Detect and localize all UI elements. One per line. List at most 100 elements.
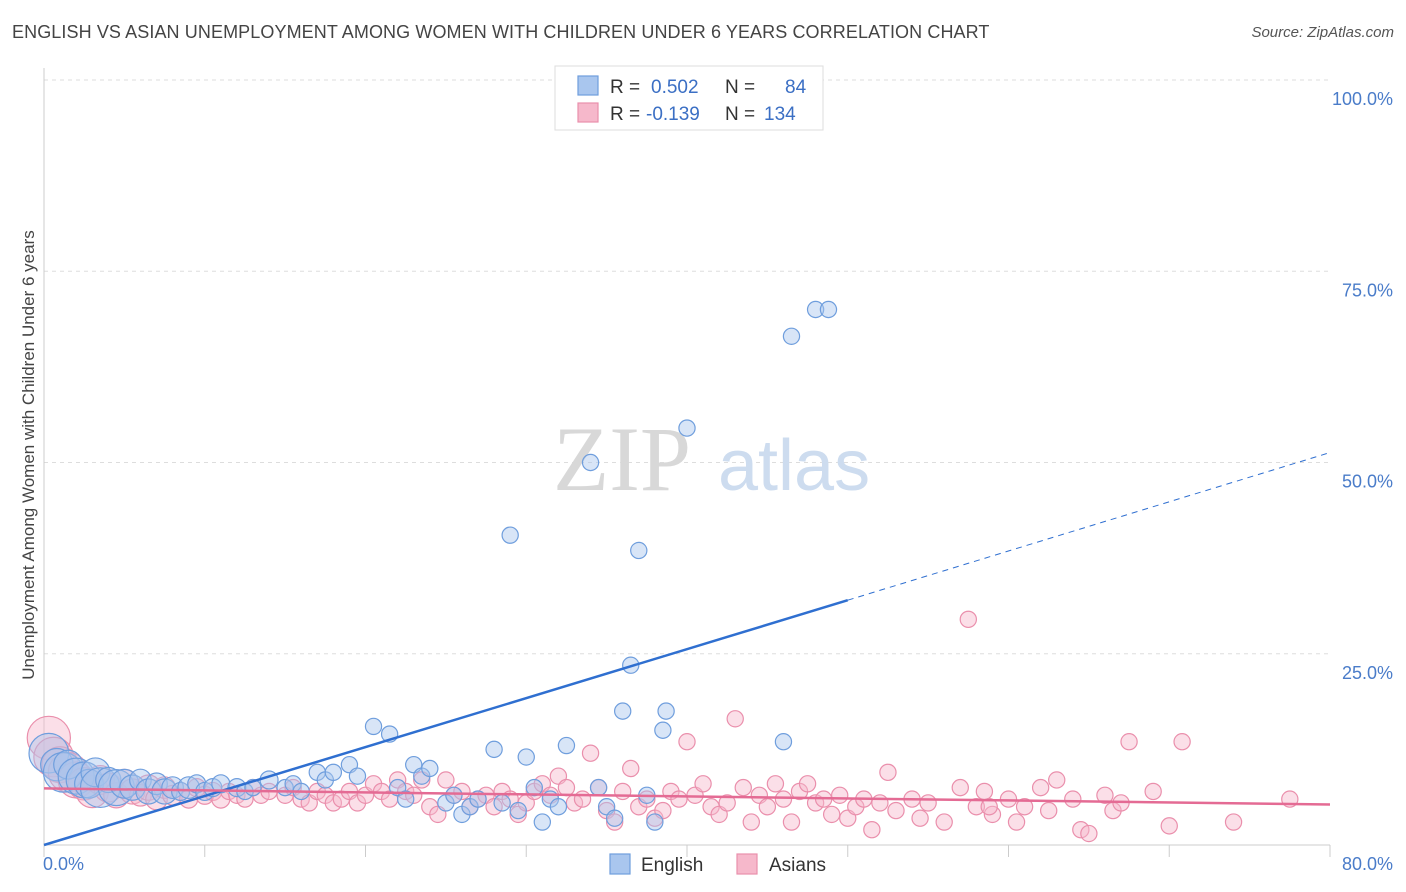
- legend-asians-label[interactable]: Asians: [769, 855, 826, 876]
- y-tick-label: 25.0%: [1342, 663, 1393, 683]
- asians-point: [1173, 733, 1191, 751]
- english-point: [40, 747, 74, 782]
- y-tick-label: 50.0%: [1342, 472, 1393, 492]
- asians-point: [324, 794, 343, 812]
- english-point: [819, 300, 838, 319]
- english-point: [581, 453, 600, 472]
- stats-box-frame: [554, 65, 824, 131]
- english-point: [614, 702, 632, 720]
- english-point: [646, 813, 664, 831]
- asians-point: [1120, 733, 1138, 751]
- asians-point: [1015, 798, 1034, 816]
- english-point: [654, 721, 672, 739]
- asians-point: [1007, 813, 1026, 831]
- asians-point: [1144, 782, 1162, 801]
- english-r-label: R =: [610, 77, 640, 98]
- asians-point: [694, 775, 712, 793]
- asians-point: [871, 794, 889, 812]
- english-r-value: 0.502: [651, 77, 699, 98]
- english-point: [533, 813, 552, 831]
- asians-point: [887, 801, 905, 820]
- asians-point: [798, 775, 817, 793]
- asians-point: [742, 813, 761, 831]
- english-n-label: N =: [725, 77, 755, 98]
- english-point: [549, 798, 568, 816]
- asians-point: [951, 778, 969, 797]
- english-point: [211, 774, 231, 794]
- asians-point: [967, 798, 986, 816]
- asians-point: [622, 759, 640, 778]
- trend-lines: [43, 452, 1331, 847]
- asians-point: [999, 790, 1018, 808]
- english-point: [493, 794, 511, 812]
- asians-point: [557, 778, 576, 797]
- asians-point: [485, 798, 503, 816]
- y-tick-label: 100.0%: [1332, 89, 1393, 109]
- asians-point: [605, 813, 624, 831]
- asians-point: [1039, 801, 1058, 820]
- asians-point: [911, 809, 929, 827]
- watermark: ZIP atlas: [553, 408, 870, 510]
- asians-points: [26, 610, 1299, 843]
- asians-point: [959, 610, 978, 629]
- english-stats-swatch: [577, 75, 599, 96]
- asians-point: [405, 786, 423, 804]
- asians-r-label: R =: [610, 104, 640, 125]
- english-point: [396, 790, 415, 808]
- legend-english-label[interactable]: English: [641, 855, 703, 876]
- asians-point: [1031, 778, 1050, 797]
- asians-point: [718, 794, 736, 812]
- english-point: [678, 419, 696, 437]
- english-point: [657, 702, 675, 720]
- asians-point: [726, 710, 744, 728]
- english-point: [774, 733, 793, 751]
- asians-point: [822, 805, 841, 824]
- stats-box: R = 0.502 N = 84 R = -0.139 N = 134: [554, 65, 824, 131]
- legend-english-swatch[interactable]: [609, 853, 631, 875]
- english-point: [80, 757, 111, 788]
- asians-point: [879, 763, 897, 782]
- english-point: [421, 759, 439, 778]
- asians-trend-line: [43, 787, 1331, 806]
- english-trend-extension: [847, 452, 1331, 601]
- english-point: [782, 327, 801, 345]
- x-tick-label-min: 0.0%: [43, 854, 84, 874]
- chart-title: ENGLISH VS ASIAN UNEMPLOYMENT AMONG WOME…: [12, 22, 990, 42]
- asians-point: [1096, 786, 1114, 804]
- english-point: [227, 778, 247, 798]
- english-trend-line: [43, 599, 849, 847]
- watermark-atlas: atlas: [718, 426, 870, 506]
- asians-point: [453, 782, 471, 801]
- y-axis-tick-labels: 25.0% 50.0% 75.0% 100.0%: [1332, 89, 1393, 683]
- asians-point: [678, 733, 696, 751]
- watermark-zip: ZIP: [553, 408, 691, 510]
- english-point: [97, 769, 135, 807]
- english-n-value: 84: [785, 77, 807, 98]
- english-point: [53, 749, 84, 780]
- english-point: [501, 526, 519, 544]
- x-axis-tick-labels: 0.0% 80.0%: [43, 854, 1393, 874]
- asians-n-label: N =: [725, 104, 755, 125]
- english-point: [509, 801, 527, 820]
- y-tick-label: 75.0%: [1342, 280, 1393, 300]
- asians-point: [614, 782, 632, 801]
- asians-point: [41, 746, 79, 784]
- asians-point: [935, 813, 953, 831]
- english-point: [348, 767, 367, 785]
- source-credit: Source: ZipAtlas.com: [1251, 24, 1394, 41]
- english-point: [364, 717, 383, 736]
- asians-point: [758, 798, 777, 816]
- asians-point: [1048, 771, 1066, 789]
- asians-point: [774, 790, 793, 808]
- asians-point: [919, 794, 937, 812]
- asians-point: [766, 775, 785, 793]
- legend-asians-swatch[interactable]: [736, 853, 758, 875]
- asians-point: [863, 821, 881, 839]
- asians-point: [1224, 813, 1243, 831]
- english-points: [28, 300, 838, 831]
- asians-point: [437, 771, 455, 789]
- y-axis-title: Unemployment Among Women with Children U…: [19, 230, 38, 679]
- asians-point: [980, 798, 998, 816]
- english-point: [589, 778, 608, 797]
